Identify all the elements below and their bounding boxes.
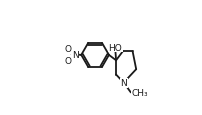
Text: O: O (64, 45, 71, 54)
Text: O: O (64, 56, 71, 65)
Text: HO: HO (108, 43, 121, 52)
Text: N: N (72, 50, 78, 59)
Text: N: N (120, 78, 126, 87)
Text: CH₃: CH₃ (131, 88, 147, 97)
